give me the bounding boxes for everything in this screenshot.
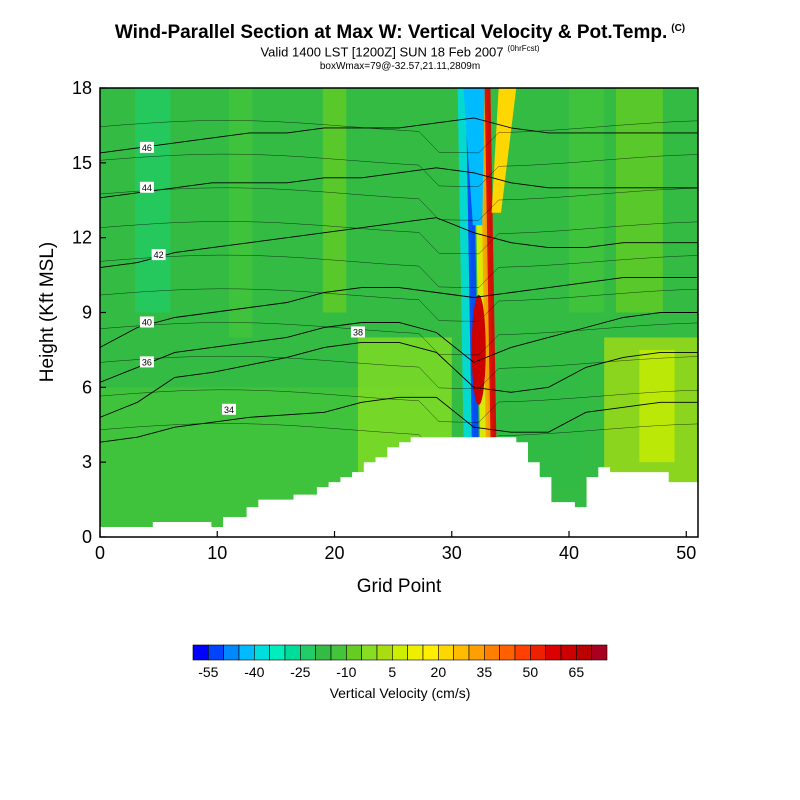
- y-tick-label: 9: [82, 303, 92, 323]
- theta-label-40: 40: [139, 316, 154, 328]
- theta-contour-labels: 34 36 38 40 42 44 46: [139, 141, 365, 415]
- velocity-patch: [135, 88, 171, 313]
- theta-contour-minor: [100, 322, 698, 356]
- y-axis: 0 3 6 9 12 15 18: [72, 78, 106, 547]
- velocity-patch: [615, 88, 663, 313]
- y-tick-label: 15: [72, 153, 92, 173]
- x-tick-label: 20: [324, 543, 344, 563]
- theta-label-34: 34: [221, 403, 236, 415]
- x-axis-title: Grid Point: [357, 576, 442, 597]
- theta-contours: [100, 117, 698, 457]
- wave-band: [457, 88, 475, 438]
- forecast-hour-note: (0hrFcst): [507, 44, 540, 53]
- terrain-mask: [100, 437, 698, 537]
- theta-label-text: 36: [142, 357, 152, 367]
- chart-title: Wind-Parallel Section at Max W: Vertical…: [0, 22, 800, 44]
- theta-contour-44: [100, 167, 698, 199]
- theta-label-42: 42: [151, 249, 166, 261]
- y-tick-label: 18: [72, 78, 92, 98]
- theta-contour-minor: [100, 355, 698, 389]
- theta-contour-minor: [100, 120, 698, 154]
- theta-contour-minor: [100, 288, 698, 322]
- theta-label-text: 44: [142, 183, 152, 193]
- valid-time-line: Valid 1400 LST [1200Z] SUN 18 Feb 2007 (0…: [0, 44, 800, 59]
- theta-label-46: 46: [139, 141, 154, 153]
- copyright-mark: (C): [671, 22, 686, 34]
- x-tick-label: 50: [676, 543, 696, 563]
- theta-contour-minor: [100, 254, 698, 288]
- velocity-patch: [322, 88, 347, 313]
- wave-band: [484, 88, 497, 438]
- theta-label-text: 40: [142, 317, 152, 327]
- y-axis-title: Height (Kft MSL): [37, 242, 58, 382]
- velocity-patch: [569, 88, 605, 313]
- updraft-plume: [491, 88, 517, 213]
- x-tick-label: 10: [207, 543, 227, 563]
- theta-contour-46: [100, 117, 698, 154]
- theta-label-text: 42: [154, 250, 164, 260]
- box-wmax-info: boxWmax=79@-32.57,21.11,2809m: [319, 61, 481, 72]
- velocity-patch: [228, 88, 253, 338]
- x-axis: 0 10 20 30 40 50: [95, 531, 696, 563]
- x-tick-label: 40: [559, 543, 579, 563]
- theta-contour-minor: [100, 187, 698, 221]
- chart-title-text: Wind-Parallel Section at Max W: Vertical…: [114, 22, 668, 43]
- y-tick-label: 0: [82, 527, 92, 547]
- theta-label-38: 38: [350, 326, 365, 338]
- theta-contour-minor: [100, 389, 698, 423]
- theta-contour-38: [100, 312, 698, 383]
- velocity-patch: [639, 349, 675, 463]
- plot-area: 34 36 38 40 42 44 46: [100, 88, 698, 537]
- theta-label-44: 44: [139, 181, 154, 193]
- downdraft-plume: [463, 88, 485, 226]
- theta-contour-minor: [100, 221, 698, 255]
- updraft-core: [471, 294, 486, 405]
- y-tick-label: 6: [82, 377, 92, 397]
- theta-contour-minor: [100, 423, 698, 457]
- theta-contour-42: [100, 217, 698, 269]
- theta-label-text: 46: [142, 143, 152, 153]
- theta-label-text: 34: [224, 405, 234, 415]
- x-tick-label: 30: [442, 543, 462, 563]
- x-tick-label: 0: [95, 543, 105, 563]
- y-tick-label: 3: [82, 452, 92, 472]
- y-tick-label: 12: [72, 228, 92, 248]
- theta-contour-36: [100, 341, 698, 418]
- theta-label-text: 38: [353, 327, 363, 337]
- valid-time-text: Valid 1400 LST [1200Z] SUN 18 Feb 2007: [260, 44, 504, 60]
- theta-contour-40: [100, 277, 698, 348]
- theta-label-36: 36: [139, 356, 154, 368]
- theta-contour-minor: [100, 153, 698, 187]
